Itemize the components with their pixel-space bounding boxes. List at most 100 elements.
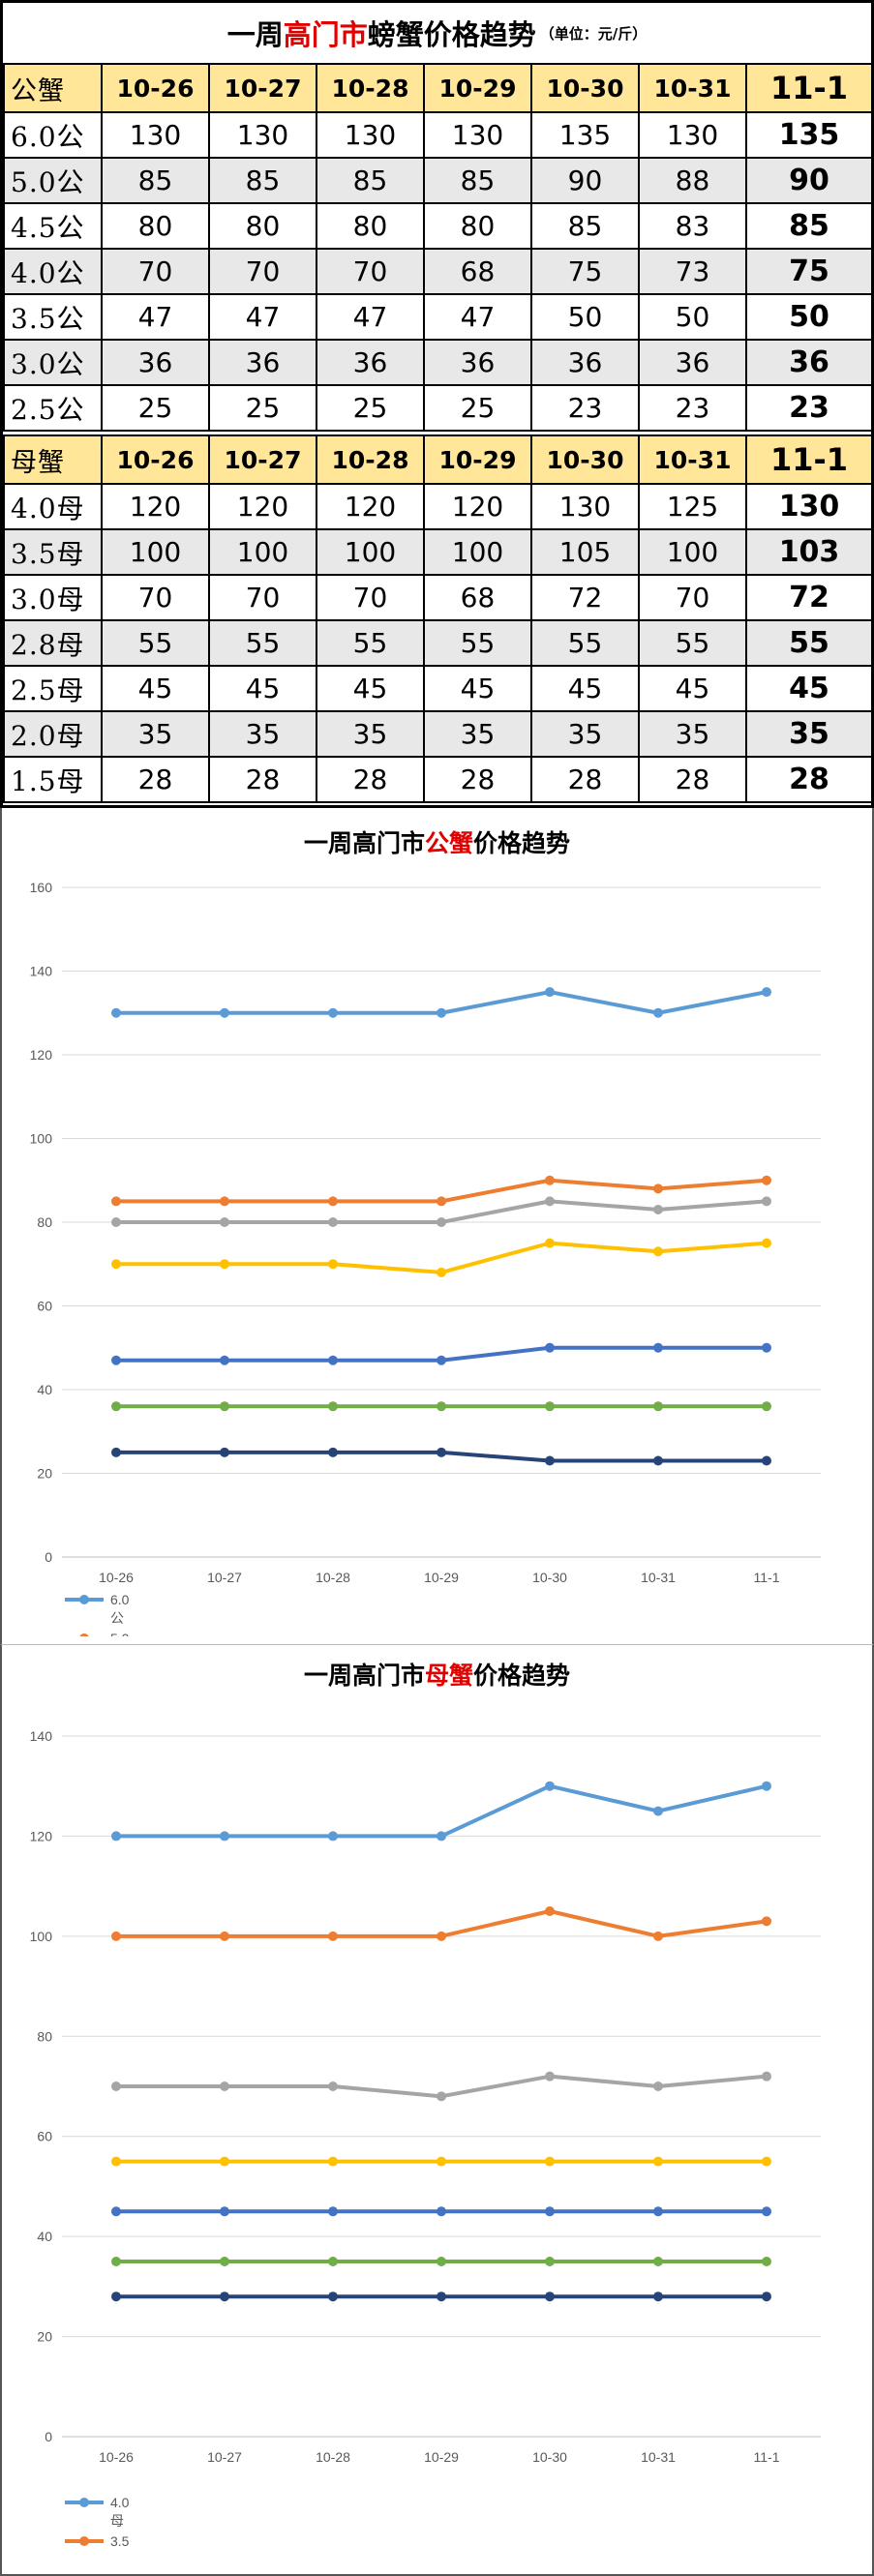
data-point — [328, 2291, 338, 2302]
x-tick-label: 10-29 — [424, 2449, 459, 2465]
table-row-grade: 2.5母 — [3, 665, 103, 712]
table-row: 3.5公 47 47 47 47 50 50 50 — [3, 293, 873, 341]
data-point — [220, 2257, 229, 2266]
data-point — [328, 1831, 338, 1842]
table-row-grade: 2.8母 — [3, 619, 103, 667]
table-cell-price: 55 — [638, 619, 747, 667]
table-cell-price: 28 — [530, 756, 640, 803]
table-row-grade: 4.0公 — [3, 248, 103, 295]
table-cell-price: 70 — [208, 248, 317, 295]
y-tick-label: 80 — [37, 2028, 52, 2044]
chart-title: 一周高门市公蟹价格趋势 — [304, 829, 570, 857]
y-tick-label: 40 — [37, 1382, 52, 1397]
table-cell-price: 80 — [316, 202, 425, 250]
y-tick-label: 40 — [37, 2229, 52, 2244]
table-cell-price: 28 — [101, 756, 210, 803]
data-point — [653, 2206, 663, 2217]
line-chart-svg: 一周高门市公蟹价格趋势 0 20 40 60 80 100 120 140 160 10-26 10-… — [30, 829, 821, 1636]
data-point — [545, 2206, 555, 2217]
x-tick-label: 10-28 — [316, 1570, 350, 1585]
table-cell-price: 70 — [101, 574, 210, 621]
table-cell-price: 130 — [530, 483, 640, 530]
table-cell-price: 130 — [745, 483, 873, 530]
y-tick-label: 120 — [30, 1828, 53, 1843]
data-point — [437, 1196, 446, 1207]
table-row: 2.0母 35 35 35 35 35 35 35 — [3, 710, 873, 758]
table-row: 5.0公 85 85 85 85 90 88 90 — [3, 157, 873, 204]
y-tick-label: 120 — [30, 1047, 53, 1063]
table-cell-price: 90 — [530, 157, 640, 204]
y-tick-label: 0 — [45, 1549, 52, 1565]
data-point — [653, 1455, 663, 1466]
data-point — [545, 1238, 555, 1248]
table-header-date: 10-27 — [208, 434, 317, 485]
data-point — [762, 2257, 771, 2266]
table-cell-price: 90 — [745, 157, 873, 204]
x-tick-label: 10-28 — [316, 2449, 350, 2465]
table-cell-price: 28 — [423, 756, 532, 803]
series-3 — [111, 2156, 771, 2167]
table-cell-price: 85 — [530, 202, 640, 250]
data-point — [437, 1831, 446, 1842]
table-cell-price: 72 — [745, 574, 873, 621]
data-point — [762, 1175, 771, 1185]
table-title-part1: 一周 — [226, 18, 284, 51]
table-cell-price: 70 — [208, 574, 317, 621]
table-cell-price: 135 — [745, 111, 873, 159]
table-cell-price: 130 — [423, 111, 532, 159]
chart-legend: 6.0 公 5.0 — [65, 1592, 130, 1636]
table-cell-price: 28 — [638, 756, 747, 803]
data-point — [545, 2156, 555, 2167]
data-point — [762, 2071, 771, 2082]
x-tick-label: 10-26 — [99, 1570, 134, 1585]
table-row: 6.0公 130 130 130 130 135 130 135 — [3, 111, 873, 159]
data-point — [328, 1217, 338, 1227]
table-cell-price: 25 — [101, 384, 210, 432]
table-row-grade: 5.0公 — [3, 157, 103, 204]
table-title-market: 高门市 — [283, 18, 368, 51]
legend-label-line: 母 — [110, 2513, 124, 2529]
data-point — [220, 1007, 229, 1018]
series-4 — [111, 2206, 771, 2217]
table-row-grade: 2.0母 — [3, 710, 103, 758]
chart-title-part: 价格趋势 — [473, 1662, 570, 1690]
series-5 — [111, 1401, 771, 1412]
chart-legend: 4.0 母 3.5 — [65, 2495, 130, 2549]
data-point — [545, 1906, 555, 1916]
table-cell-price: 120 — [423, 483, 532, 530]
data-point — [545, 1175, 555, 1185]
data-point — [653, 1401, 663, 1412]
table-cell-price: 120 — [208, 483, 317, 530]
series-6 — [111, 2291, 771, 2302]
data-point — [437, 1267, 446, 1277]
data-point — [545, 2257, 555, 2266]
data-point — [220, 2206, 229, 2217]
data-point — [220, 1831, 229, 1842]
table-cell-price: 23 — [745, 384, 873, 432]
table-row-grade: 3.5母 — [3, 528, 103, 576]
table-cell-price: 80 — [208, 202, 317, 250]
data-point — [762, 1401, 771, 1412]
table-cell-price: 47 — [101, 293, 210, 341]
table-row-grade: 3.0母 — [3, 574, 103, 621]
data-point — [545, 2291, 555, 2302]
legend-marker — [79, 2498, 89, 2507]
table-cell-price: 28 — [208, 756, 317, 803]
data-point — [762, 2291, 771, 2302]
data-point — [111, 1196, 121, 1207]
data-point — [328, 2206, 338, 2217]
table-cell-price: 45 — [745, 665, 873, 712]
chart-title-part: 价格趋势 — [473, 829, 570, 857]
data-point — [653, 1183, 663, 1194]
table-cell-price: 45 — [208, 665, 317, 712]
legend-label-line: 6.0 — [110, 1592, 130, 1607]
table-row-grade: 3.5公 — [3, 293, 103, 341]
data-point — [437, 1007, 446, 1018]
table-cell-price: 47 — [208, 293, 317, 341]
table-cell-price: 45 — [423, 665, 532, 712]
table-cell-price: 85 — [101, 157, 210, 204]
data-point — [653, 1205, 663, 1215]
data-point — [545, 1455, 555, 1466]
data-point — [111, 1931, 121, 1941]
table-cell-price: 55 — [101, 619, 210, 667]
